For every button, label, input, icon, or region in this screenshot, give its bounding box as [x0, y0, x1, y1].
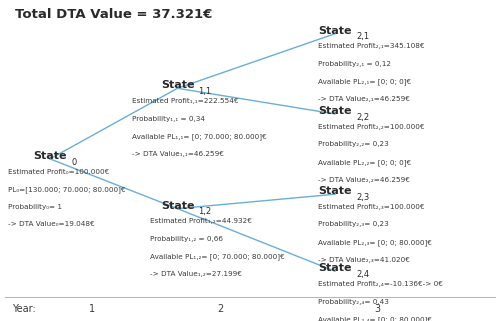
Text: Year:: Year:: [12, 304, 36, 314]
Text: Estimated Profit₀=100.000€: Estimated Profit₀=100.000€: [8, 169, 109, 175]
Text: Available PL₁,₁= [0; 70.000; 80.000]€: Available PL₁,₁= [0; 70.000; 80.000]€: [132, 133, 267, 140]
Text: Estimated Profit₂,₁=345.108€: Estimated Profit₂,₁=345.108€: [318, 43, 424, 49]
Text: Available PL₂,₄= [0; 0; 80.000]€: Available PL₂,₄= [0; 0; 80.000]€: [318, 316, 432, 321]
Text: 3: 3: [374, 304, 380, 314]
Text: State: State: [318, 26, 352, 36]
Text: -> DTA Value₂,₃=41.020€: -> DTA Value₂,₃=41.020€: [318, 257, 410, 263]
Text: 1,2: 1,2: [198, 207, 211, 216]
Text: State: State: [161, 80, 194, 90]
Text: Estimated Profit₂,₄=-10.136€-> 0€: Estimated Profit₂,₄=-10.136€-> 0€: [318, 281, 442, 287]
Text: -> DTA Value₂,₁=46.259€: -> DTA Value₂,₁=46.259€: [318, 96, 410, 102]
Text: Estimated Profit₂,₂=100.000€: Estimated Profit₂,₂=100.000€: [318, 124, 424, 130]
Text: Probability₂,₁ = 0,12: Probability₂,₁ = 0,12: [318, 61, 390, 67]
Text: Available PL₁,₂= [0; 70.000; 80.000]€: Available PL₁,₂= [0; 70.000; 80.000]€: [150, 254, 284, 260]
Text: 1,1: 1,1: [198, 87, 211, 96]
Text: State: State: [33, 151, 67, 161]
Text: Probability₁,₁ = 0,34: Probability₁,₁ = 0,34: [132, 116, 206, 122]
Text: Available PL₂,₂= [0; 0; 0]€: Available PL₂,₂= [0; 0; 0]€: [318, 159, 410, 166]
Text: 0: 0: [71, 158, 76, 167]
Text: -> DTA Value₀=19.048€: -> DTA Value₀=19.048€: [8, 221, 94, 228]
Text: PL₀=[130.000; 70.000; 80.000]€: PL₀=[130.000; 70.000; 80.000]€: [8, 186, 125, 193]
Text: Estimated Profit₁,₁=222.554€: Estimated Profit₁,₁=222.554€: [132, 98, 239, 104]
Text: State: State: [318, 106, 352, 116]
Text: Available PL₂,₃= [0; 0; 80.000]€: Available PL₂,₃= [0; 0; 80.000]€: [318, 239, 432, 246]
Text: 2,1: 2,1: [356, 32, 369, 41]
Text: 1: 1: [90, 304, 96, 314]
Text: Total DTA Value = 37.321€: Total DTA Value = 37.321€: [15, 8, 212, 21]
Text: State: State: [318, 186, 352, 196]
Text: -> DTA Value₁,₂=27.199€: -> DTA Value₁,₂=27.199€: [150, 271, 242, 277]
Text: 2,3: 2,3: [356, 193, 370, 202]
Text: Estimated Profit₂,₃=100.000€: Estimated Profit₂,₃=100.000€: [318, 204, 424, 210]
Text: State: State: [318, 263, 352, 273]
Text: Estimated Profit₁,₂=44.932€: Estimated Profit₁,₂=44.932€: [150, 218, 252, 224]
Text: 2,4: 2,4: [356, 270, 369, 279]
Text: Probability₂,₂= 0,23: Probability₂,₂= 0,23: [318, 141, 388, 147]
Text: Available PL₂,₁= [0; 0; 0]€: Available PL₂,₁= [0; 0; 0]€: [318, 79, 410, 85]
Text: Probability₁,₂ = 0,66: Probability₁,₂ = 0,66: [150, 236, 223, 242]
Text: 2: 2: [217, 304, 223, 314]
Text: State: State: [161, 201, 194, 211]
Text: 2,2: 2,2: [356, 113, 369, 122]
Text: Probability₂,₄= 0,43: Probability₂,₄= 0,43: [318, 299, 388, 305]
Text: Probability₂,₃= 0,23: Probability₂,₃= 0,23: [318, 221, 388, 228]
Text: Probability₀= 1: Probability₀= 1: [8, 204, 62, 210]
Text: -> DTA Value₂,₂=46.259€: -> DTA Value₂,₂=46.259€: [318, 177, 410, 183]
Text: -> DTA Value₁,₁=46.259€: -> DTA Value₁,₁=46.259€: [132, 151, 224, 157]
